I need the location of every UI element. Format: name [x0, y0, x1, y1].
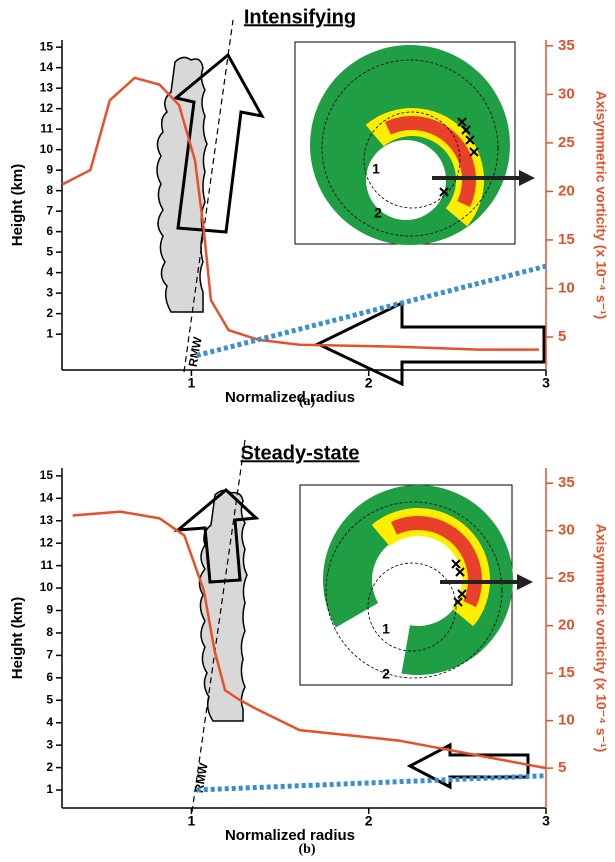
x-tick-label: 3 [542, 375, 550, 391]
inset-label: 1 [382, 621, 390, 637]
y2-axis-label: Axisymmetric vorticity (x 10⁻⁴ s⁻¹) [593, 91, 609, 320]
caption: (a) [299, 394, 316, 409]
dotted-line [197, 776, 546, 790]
y-tick-label: 9 [46, 603, 53, 617]
y-tick-label: 6 [46, 224, 53, 238]
y-tick-label: 7 [46, 203, 53, 217]
y-tick-label: 12 [40, 101, 54, 115]
y-tick-label: 1 [46, 326, 53, 340]
y-tick-label: 12 [40, 535, 54, 549]
schematic-shapes [157, 20, 544, 812]
y-tick-label: 1 [46, 782, 53, 796]
y-tick-label: 5 [46, 692, 53, 706]
y-tick-label: 2 [46, 306, 53, 320]
y2-axis-label: Axisymmetric vorticity (x 10⁻⁴ s⁻¹) [593, 524, 609, 753]
x-tick-label: 1 [188, 375, 196, 391]
y-tick-label: 10 [40, 142, 54, 156]
y-tick-label: 2 [46, 760, 53, 774]
caption: (b) [298, 842, 315, 857]
x-axis-label: Normalized radius [225, 389, 355, 406]
y-tick-label: 11 [40, 558, 53, 572]
y2-tick-label: 30 [558, 85, 575, 102]
y-axis-label: Height (km) [9, 164, 26, 247]
y-tick-label: 13 [40, 513, 54, 527]
y-tick-label: 10 [40, 580, 54, 594]
y-tick-label: 3 [46, 285, 53, 299]
y-tick-label: 14 [40, 60, 54, 74]
y-tick-label: 5 [46, 244, 53, 258]
y2-tick-label: 5 [558, 328, 566, 345]
y-tick-label: 7 [46, 648, 53, 662]
y-tick-label: 8 [46, 183, 53, 197]
panel-title: Intensifying [244, 6, 356, 28]
y-axis-label: Height (km) [9, 597, 26, 680]
inset-label: 2 [374, 205, 382, 221]
y2-tick-label: 10 [558, 279, 575, 296]
arrow-head [517, 574, 533, 590]
x-tick-label: 2 [365, 375, 373, 391]
inflow-arrow [318, 303, 544, 384]
x-tick-label: 2 [365, 813, 373, 829]
figure: Intensifying1234567891011121314155101520… [0, 0, 615, 857]
y-tick-label: 13 [40, 80, 54, 94]
y2-tick-label: 25 [558, 569, 575, 586]
inset-label: 1 [372, 161, 380, 177]
y2-tick-label: 25 [558, 134, 575, 151]
y2-tick-label: 15 [558, 231, 575, 248]
y-tick-label: 8 [46, 625, 53, 639]
y-tick-label: 14 [40, 490, 54, 504]
y2-tick-label: 20 [558, 617, 575, 634]
panel-title: Steady-state [241, 442, 360, 464]
rmw-label: RMW [192, 761, 211, 794]
y-tick-label: 15 [40, 468, 54, 482]
y-tick-label: 4 [46, 265, 53, 279]
x-tick-label: 1 [188, 813, 196, 829]
x-axis-label: Normalized radius [225, 827, 355, 844]
y-tick-label: 3 [46, 737, 53, 751]
y-tick-label: 11 [40, 121, 53, 135]
y2-tick-label: 20 [558, 182, 575, 199]
y2-tick-label: 15 [558, 664, 575, 681]
y-tick-label: 9 [46, 162, 53, 176]
y2-tick-label: 10 [558, 712, 575, 729]
dotted-line [197, 266, 546, 355]
y2-tick-label: 30 [558, 522, 575, 539]
y2-tick-label: 35 [558, 37, 575, 54]
y-tick-label: 4 [46, 715, 53, 729]
arrow-head [519, 170, 535, 186]
x-tick-label: 3 [542, 813, 550, 829]
y-tick-label: 6 [46, 670, 53, 684]
y-tick-label: 15 [40, 39, 54, 53]
y2-tick-label: 35 [558, 474, 575, 491]
inset-label: 2 [382, 666, 390, 682]
y2-tick-label: 5 [558, 759, 566, 776]
